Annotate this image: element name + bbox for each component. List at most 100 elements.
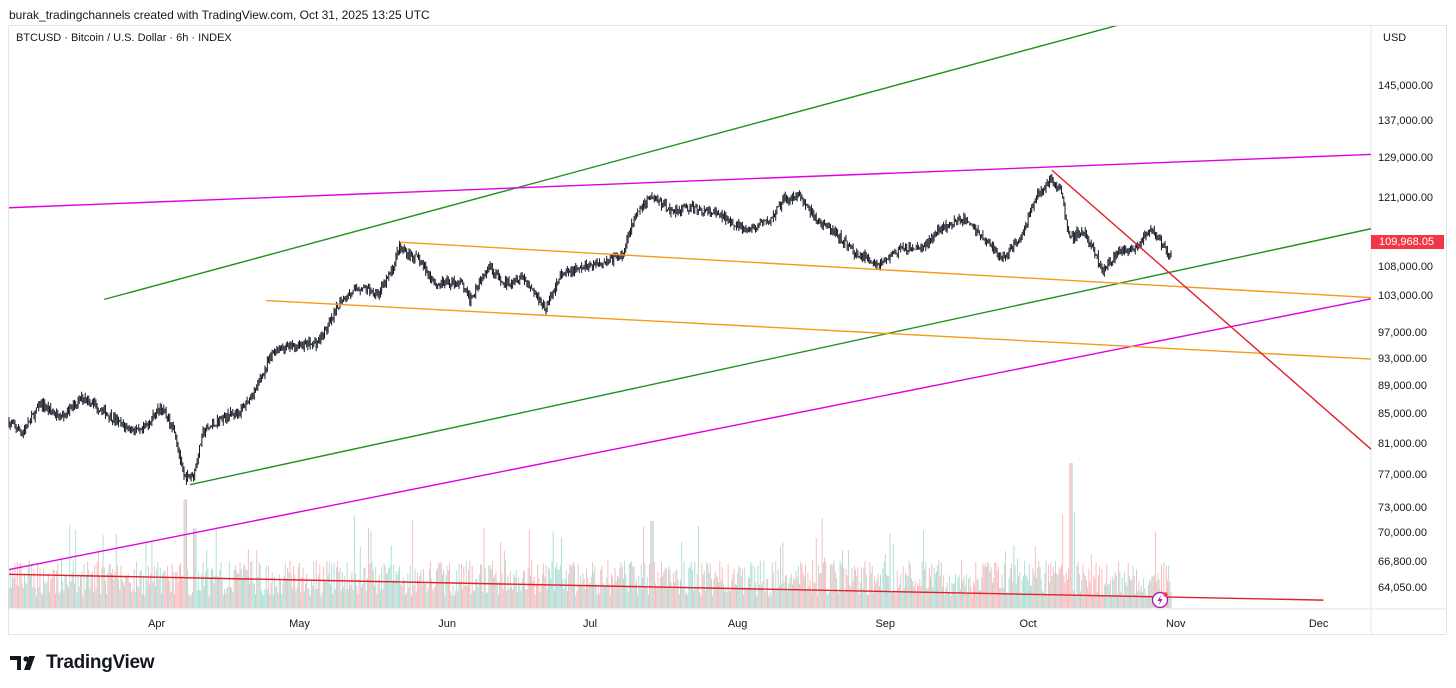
volume-bar [1061, 564, 1062, 608]
volume-bar [988, 563, 990, 608]
volume-bar [439, 563, 441, 608]
chart-frame[interactable] [8, 25, 1447, 635]
volume-bar [75, 529, 77, 608]
volume-bar [1106, 564, 1108, 608]
volume-bar [137, 585, 139, 608]
volume-bar [1044, 573, 1046, 608]
volume-bar [370, 531, 372, 608]
volume-bar [847, 550, 849, 608]
volume-bar [1134, 593, 1136, 608]
volume-bar [712, 595, 714, 608]
volume-bar [791, 584, 793, 608]
green-trend-line[interactable] [189, 228, 1371, 486]
tradingview-logo[interactable]: TradingView [10, 652, 155, 674]
volume-bar [484, 568, 486, 608]
volume-bar [952, 584, 954, 608]
volume-bar [159, 567, 161, 608]
volume-bar [287, 567, 289, 608]
volume-bar [380, 589, 381, 608]
orange-trend-line[interactable] [266, 299, 1371, 360]
volume-bar [394, 580, 396, 608]
volume-bar [701, 563, 703, 608]
volume-bar [1137, 590, 1139, 608]
volume-bar [1074, 512, 1076, 608]
volume-bar [983, 566, 985, 608]
volume-bar [1057, 574, 1059, 608]
volume-bar [402, 577, 404, 608]
volume-bar [189, 595, 191, 608]
volume-bar [718, 582, 720, 608]
volume-bar [821, 518, 823, 608]
volume-bar [671, 587, 673, 608]
volume-bar [489, 565, 491, 608]
volume-bar [264, 588, 266, 608]
volume-bar [951, 582, 953, 608]
volume-bar [601, 565, 603, 608]
volume-bar [415, 591, 417, 608]
volume-bar [388, 567, 390, 608]
volume-bar [332, 593, 334, 608]
volume-bar [430, 561, 431, 608]
volume-bar [588, 584, 590, 608]
volume-bar [219, 570, 221, 608]
volume-bar [184, 499, 186, 608]
volume-bar [8, 588, 10, 608]
volume-bar [1157, 573, 1159, 608]
symbol-title[interactable]: BTCUSD · Bitcoin / U.S. Dollar · 6h · IN… [16, 32, 232, 44]
volume-bar [143, 575, 145, 608]
volume-bar [359, 546, 361, 608]
volume-bar [62, 581, 64, 608]
volume-bar [475, 579, 477, 608]
volume-bar [303, 591, 305, 608]
volume-bar [1037, 568, 1039, 608]
month-tick-label: Dec [1308, 618, 1329, 630]
volume-bar [616, 575, 618, 608]
volume-bar [681, 541, 683, 608]
volume-bar [107, 573, 109, 608]
volume-bar [876, 579, 878, 608]
trend-lines[interactable] [9, 11, 1372, 601]
volume-bar [33, 569, 35, 608]
volume-bar [590, 576, 592, 608]
volume-bar [38, 586, 40, 608]
volume-bar [670, 581, 672, 608]
volume-bar [1055, 560, 1056, 608]
magenta-trend-line[interactable] [9, 298, 1371, 571]
volume-bar [1114, 571, 1116, 608]
orange-trend-line[interactable] [399, 241, 1372, 299]
green-trend-line[interactable] [104, 11, 1171, 301]
volume-bar [378, 574, 380, 608]
magenta-trend-line[interactable] [9, 153, 1371, 209]
volume-bar [369, 563, 371, 608]
volume-bar [883, 561, 885, 608]
volume-bar [74, 583, 75, 608]
volume-bar [512, 589, 514, 608]
volume-bar [116, 565, 118, 608]
red-trend-line[interactable] [1051, 169, 1371, 450]
volume-bar [208, 596, 210, 608]
volume-bar [1082, 564, 1084, 608]
volume-bar [768, 596, 770, 608]
volume-bar [334, 589, 336, 608]
month-tick-label: Jul [582, 618, 598, 630]
volume-bar [157, 561, 159, 608]
volume-bar [481, 564, 483, 608]
volume-bar [100, 594, 102, 608]
currency-label[interactable]: USD [1383, 32, 1407, 44]
volume-bar [506, 590, 508, 608]
volume-bar [251, 560, 253, 608]
lightning-icon[interactable] [1151, 591, 1169, 609]
volume-bar [108, 564, 110, 608]
volume-bar [376, 593, 378, 608]
volume-bar [447, 570, 449, 608]
volume-bar [1012, 581, 1014, 608]
red-trend-line[interactable] [9, 573, 1324, 601]
volume-bar [246, 569, 248, 608]
volume-bar [232, 592, 234, 608]
volume-bar [218, 577, 220, 608]
volume-bar [868, 594, 870, 608]
volume-bar [632, 566, 634, 608]
volume-bar [1071, 463, 1073, 608]
volume-bar [134, 592, 136, 608]
